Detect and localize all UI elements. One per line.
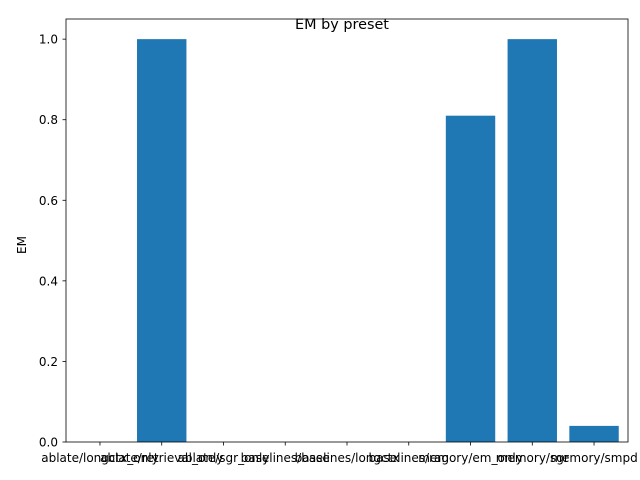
y-tick-label-0: 0.0 bbox=[39, 436, 58, 450]
y-tick-label-4: 0.8 bbox=[39, 113, 58, 127]
bar-7 bbox=[507, 39, 557, 443]
y-tick-label-2: 0.4 bbox=[39, 274, 58, 288]
x-tick-label-6: memory/em_only bbox=[418, 451, 523, 465]
x-tick-label-8: memory/smpd bbox=[550, 451, 637, 465]
x-tick-label-5: baselines/rag bbox=[369, 451, 449, 465]
x-tick-label-7: memory/sgr bbox=[496, 451, 569, 465]
y-axis: 0.0 0.2 0.4 0.6 0.8 1.0 bbox=[39, 33, 66, 450]
x-tick-label-4: baselines/longctx bbox=[295, 451, 400, 465]
y-tick-label-5: 1.0 bbox=[39, 33, 58, 47]
x-tick-label-3: baselines/base bbox=[241, 451, 330, 465]
bar-8 bbox=[569, 425, 619, 442]
y-tick-label-3: 0.6 bbox=[39, 194, 58, 208]
plot-frame bbox=[65, 18, 629, 443]
bar-6 bbox=[445, 115, 496, 442]
x-tick-label-1: ablate/retrieval_only bbox=[100, 451, 223, 465]
bar-1 bbox=[137, 39, 187, 443]
y-tick-label-1: 0.2 bbox=[39, 355, 58, 369]
x-axis: ablate/longctx_onlyablate/retrieval_only… bbox=[41, 442, 638, 465]
y-axis-label: EM bbox=[15, 236, 29, 254]
x-tick-label-0: ablate/longctx_only bbox=[41, 451, 158, 465]
x-tick-label-2: ablate/sgr_only bbox=[177, 451, 269, 465]
bars-group bbox=[137, 39, 619, 443]
chart-title: EM by preset bbox=[295, 17, 389, 33]
